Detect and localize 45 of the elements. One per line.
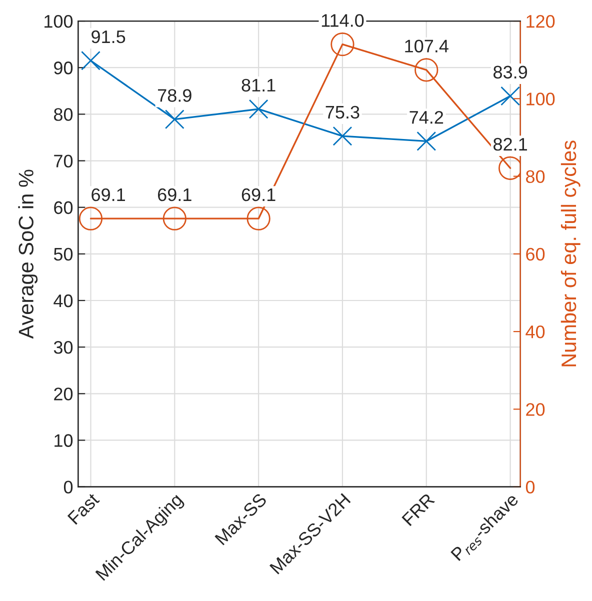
point [330, 32, 354, 56]
data-label: 107.4 [405, 40, 448, 52]
y-tick-label: 90 [54, 62, 73, 74]
y2-tick-label: 120 [526, 14, 555, 28]
y2-tick-label: 80 [526, 170, 545, 184]
point [498, 156, 520, 180]
data-label: 78.9 [158, 89, 192, 102]
data-label: 82.1 [494, 138, 527, 151]
y-tick-label: 70 [54, 154, 73, 168]
y-tick-label: 10 [54, 434, 73, 447]
y-tick-label: 100 [44, 14, 73, 28]
point [332, 126, 352, 146]
y2-tick-label: 100 [526, 92, 555, 106]
point [500, 86, 520, 106]
y-tick-label: 50 [54, 248, 73, 261]
x-tick-label: P$_{res}$-shave [450, 492, 522, 564]
data-label: 69.1 [242, 188, 276, 202]
y-tick-label: 0 [64, 480, 73, 494]
data-label: 114.0 [322, 14, 364, 27]
y-tick-label: 20 [54, 388, 73, 400]
point [164, 110, 184, 130]
y-tick-label: 30 [54, 341, 73, 354]
data-label: 81.1 [242, 78, 276, 92]
data-label: 91.5 [92, 30, 126, 44]
data-label: 69.1 [92, 188, 125, 202]
y2-tick-label: 60 [526, 248, 545, 261]
y-tick-label: 40 [54, 294, 73, 308]
y2-tick-label: 20 [526, 403, 545, 416]
point [416, 131, 436, 151]
y-tick-label: 60 [54, 201, 73, 214]
point [81, 50, 100, 70]
data-label: 74.2 [410, 110, 444, 124]
point [162, 206, 186, 230]
point [78, 206, 103, 230]
point [246, 206, 270, 230]
data-label: 83.9 [494, 66, 528, 79]
point [248, 99, 268, 119]
y-tick-label: 80 [54, 108, 73, 121]
data-label: 69.1 [158, 188, 192, 202]
y2-axis-title: Number of eq. full cycles [560, 140, 580, 366]
y2-tick-label: 40 [526, 325, 545, 338]
y2-tick-label: 0 [526, 480, 535, 494]
data-label: 75.3 [326, 106, 360, 119]
point [414, 58, 438, 82]
y-axis-title: Average SoC in % [18, 170, 38, 339]
